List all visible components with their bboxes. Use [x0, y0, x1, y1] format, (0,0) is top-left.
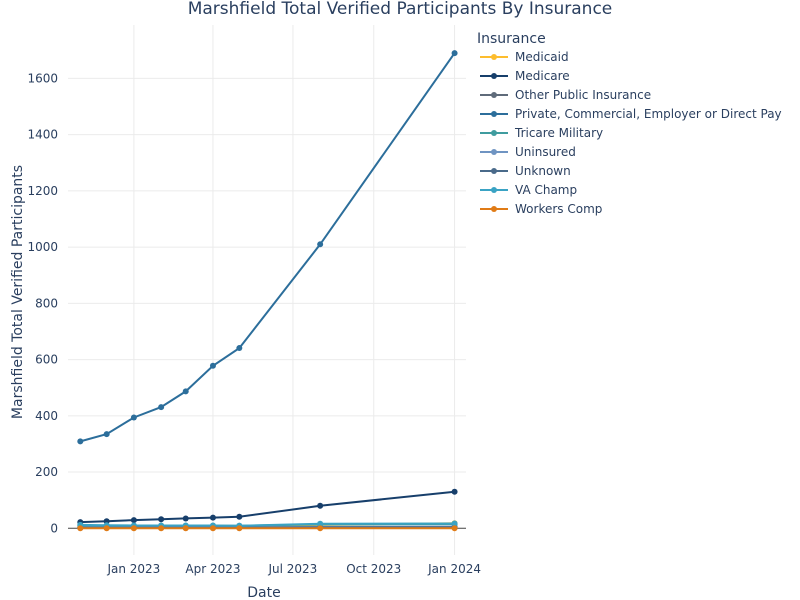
data-point [182, 388, 189, 395]
legend-item[interactable]: VA Champ [480, 183, 577, 197]
data-point [317, 525, 324, 532]
data-point [317, 520, 324, 527]
legend-item[interactable]: Other Public Insurance [480, 88, 651, 102]
grid-layer [68, 25, 466, 555]
legend-swatch-marker [491, 54, 497, 60]
x-tick-label: Oct 2023 [346, 562, 401, 576]
legend-item[interactable]: Uninsured [480, 145, 576, 159]
legend-item[interactable]: Workers Comp [480, 202, 602, 216]
data-point [236, 345, 243, 352]
y-tick-label: 1400 [27, 128, 58, 142]
data-point [182, 515, 189, 522]
data-point [317, 502, 324, 509]
data-point [209, 362, 216, 369]
data-point [236, 525, 243, 532]
data-point [451, 520, 458, 527]
data-point [451, 525, 458, 532]
data-point [158, 404, 165, 411]
y-tick-label: 1000 [27, 240, 58, 254]
y-tick-label: 800 [35, 296, 58, 310]
legend-label: Private, Commercial, Employer or Direct … [515, 107, 782, 121]
y-tick-label: 0 [50, 521, 58, 535]
legend-label: Medicaid [515, 50, 569, 64]
legend-swatch-marker [491, 92, 497, 98]
data-point [158, 525, 165, 532]
data-point [236, 513, 243, 520]
data-point [77, 438, 84, 445]
legend-swatch-marker [491, 111, 497, 117]
legend-label: VA Champ [515, 183, 577, 197]
legend-label: Tricare Military [514, 126, 603, 140]
data-point [103, 431, 110, 438]
data-point [317, 241, 324, 248]
data-point [77, 525, 84, 532]
legend-swatch-marker [491, 206, 497, 212]
data-point [130, 517, 137, 524]
legend-swatch-marker [491, 130, 497, 136]
data-point [209, 525, 216, 532]
legend-item[interactable]: Medicaid [480, 50, 569, 64]
series-medicare [77, 488, 458, 526]
series-layer [77, 50, 458, 532]
legend-swatch-marker [491, 168, 497, 174]
legend-title: Insurance [477, 31, 546, 47]
legend-label: Other Public Insurance [515, 88, 651, 102]
data-point [209, 514, 216, 521]
x-tick-label: Jul 2023 [267, 562, 317, 576]
legend-item[interactable]: Unknown [480, 164, 571, 178]
y-tick-label: 400 [35, 409, 58, 423]
y-axis-title: Marshfield Total Verified Participants [10, 165, 26, 419]
legend-label: Uninsured [515, 145, 576, 159]
legend-item[interactable]: Medicare [480, 69, 570, 83]
series-line [80, 490, 455, 524]
y-tick-label: 200 [35, 465, 58, 479]
tick-layer: 0 200 400 600 800 1000 1200 1400 1600 Jan 2023 Apr… [27, 71, 481, 576]
legend-swatch-marker [491, 73, 497, 79]
series-private-commercial-employer-or-direct-pay [77, 50, 458, 445]
legend-label: Medicare [515, 69, 570, 83]
legend-swatch-marker [491, 149, 497, 155]
data-point [130, 414, 137, 421]
legend: Insurance Medicaid Medicare Other Public I… [477, 31, 782, 216]
data-point [451, 50, 458, 57]
legend-item[interactable]: Tricare Military [480, 126, 603, 140]
legend-item[interactable]: Private, Commercial, Employer or Direct … [480, 107, 782, 121]
y-tick-label: 1200 [27, 184, 58, 198]
legend-label: Workers Comp [515, 202, 602, 216]
data-point [158, 516, 165, 523]
series-workers-comp [77, 525, 458, 532]
x-tick-label: Jan 2023 [106, 562, 160, 576]
y-tick-label: 600 [35, 353, 58, 367]
chart-title: Marshfield Total Verified Participants B… [188, 0, 613, 19]
data-point [182, 525, 189, 532]
data-point [103, 525, 110, 532]
x-axis-title: Date [247, 585, 280, 600]
data-point [130, 525, 137, 532]
y-tick-label: 1600 [27, 71, 58, 85]
x-tick-label: Jan 2024 [427, 562, 481, 576]
data-point [451, 488, 458, 495]
x-tick-label: Apr 2023 [185, 562, 240, 576]
legend-label: Unknown [515, 164, 571, 178]
legend-swatch-marker [491, 187, 497, 193]
